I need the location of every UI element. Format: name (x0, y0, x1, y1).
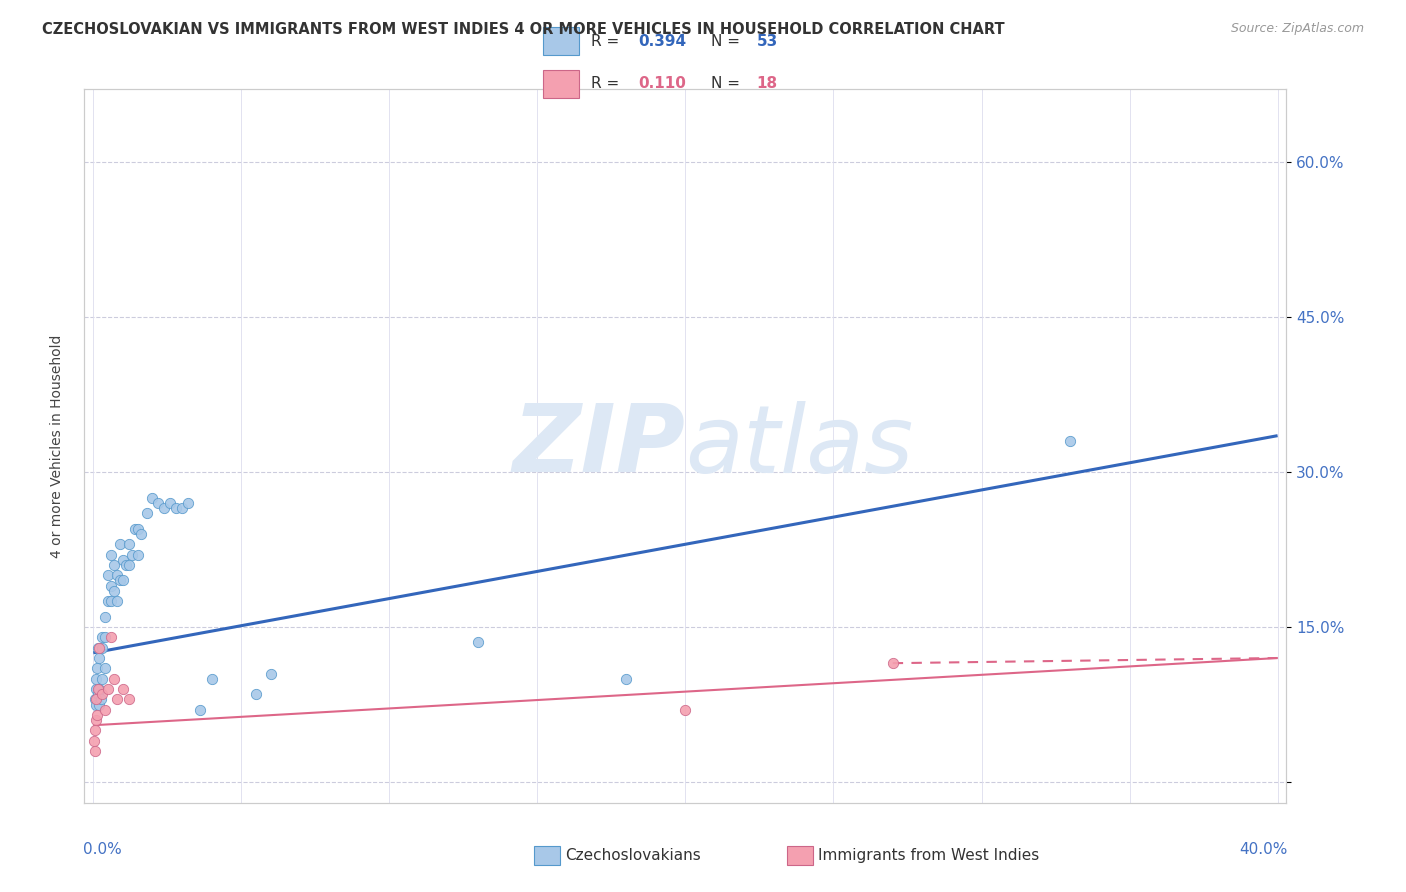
Text: 0.394: 0.394 (638, 34, 686, 48)
Point (84, 672, 107, 686)
Point (103, 558, 125, 572)
Point (105, 568, 128, 582)
Point (97, 568, 120, 582)
Point (127, 522, 149, 536)
Point (84, 723, 107, 738)
Point (111, 574, 134, 588)
Point (86, 640, 108, 655)
Point (84, 698, 107, 712)
Point (114, 558, 136, 572)
Text: Czechoslovakians: Czechoslovakians (565, 848, 702, 863)
Point (1059, 434, 1081, 448)
Point (100, 548, 122, 562)
Text: N =: N = (711, 34, 745, 48)
Point (90, 692, 112, 706)
Point (108, 574, 131, 588)
Point (84, 681, 107, 696)
Bar (543, 70, 579, 98)
Point (118, 692, 141, 706)
Point (177, 496, 200, 510)
Point (91, 687, 114, 701)
Point (141, 491, 163, 505)
Point (148, 496, 170, 510)
Point (127, 548, 149, 562)
Y-axis label: 4 or more Vehicles in Household: 4 or more Vehicles in Household (49, 334, 63, 558)
Point (86, 687, 108, 701)
Point (91, 640, 114, 655)
Point (118, 537, 141, 551)
Point (124, 522, 146, 536)
Point (89, 698, 111, 712)
Point (89, 640, 111, 655)
Text: 0.0%: 0.0% (83, 842, 122, 857)
Point (111, 681, 134, 696)
Point (260, 666, 283, 681)
Point (91, 630, 114, 644)
Point (100, 579, 122, 593)
Point (100, 630, 122, 644)
Point (159, 496, 181, 510)
Point (100, 594, 122, 608)
Point (94, 609, 117, 624)
Point (135, 506, 157, 520)
Point (83, 744, 105, 758)
Point (245, 687, 267, 701)
Point (89, 651, 111, 665)
Point (467, 635, 489, 649)
Point (170, 501, 193, 516)
Text: N =: N = (711, 77, 745, 91)
Point (94, 661, 117, 675)
Point (105, 692, 128, 706)
Point (614, 672, 637, 686)
Point (118, 558, 141, 572)
Point (89, 681, 111, 696)
Point (86, 681, 108, 696)
Point (165, 501, 187, 516)
Point (153, 501, 176, 516)
Text: 18: 18 (756, 77, 778, 91)
Point (94, 703, 117, 717)
Point (86, 707, 108, 722)
Point (84, 692, 107, 706)
Text: ZIP: ZIP (513, 400, 686, 492)
Bar (543, 27, 579, 55)
Text: R =: R = (591, 34, 624, 48)
Text: Immigrants from West Indies: Immigrants from West Indies (818, 848, 1039, 863)
Text: 53: 53 (756, 34, 778, 48)
Text: 0.110: 0.110 (638, 77, 686, 91)
Point (97, 594, 120, 608)
Point (94, 630, 117, 644)
Point (84, 713, 107, 727)
Point (105, 594, 128, 608)
Point (83, 692, 105, 706)
Point (103, 672, 125, 686)
Text: atlas: atlas (686, 401, 914, 491)
Point (83, 733, 105, 747)
Point (111, 553, 134, 567)
Point (108, 537, 131, 551)
Point (882, 656, 904, 670)
Text: CZECHOSLOVAKIAN VS IMMIGRANTS FROM WEST INDIES 4 OR MORE VEHICLES IN HOUSEHOLD C: CZECHOSLOVAKIAN VS IMMIGRANTS FROM WEST … (42, 22, 1005, 37)
Point (103, 583, 125, 598)
Point (188, 703, 211, 717)
Point (201, 672, 224, 686)
Point (129, 527, 152, 541)
Text: Source: ZipAtlas.com: Source: ZipAtlas.com (1230, 22, 1364, 36)
Point (675, 703, 697, 717)
Point (91, 672, 114, 686)
Text: 40.0%: 40.0% (1239, 842, 1288, 857)
Point (121, 548, 143, 562)
Point (86, 661, 108, 675)
Text: R =: R = (591, 77, 624, 91)
Point (97, 681, 120, 696)
